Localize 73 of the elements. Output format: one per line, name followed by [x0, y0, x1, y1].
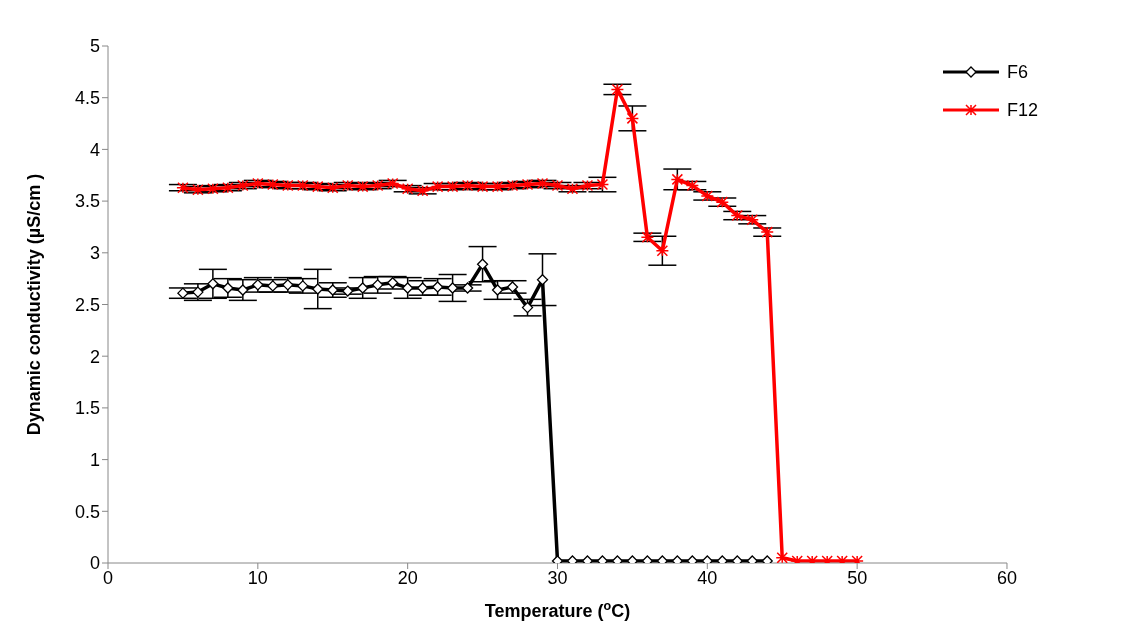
point	[775, 552, 789, 563]
point	[177, 287, 189, 299]
point	[385, 177, 400, 190]
point	[206, 182, 220, 195]
x-tick-label: 0	[102, 567, 114, 588]
point	[176, 181, 190, 194]
point	[236, 179, 250, 192]
point	[357, 282, 369, 294]
point	[237, 284, 249, 296]
point	[625, 112, 640, 125]
point	[372, 279, 384, 291]
point	[325, 181, 340, 194]
point	[491, 284, 504, 296]
point	[400, 182, 415, 195]
point	[221, 181, 235, 194]
point	[222, 282, 234, 294]
point	[460, 179, 475, 192]
point	[355, 180, 370, 193]
point	[415, 185, 430, 197]
y-axis-title: Dynamic conductivity (µS/cm )	[24, 173, 44, 436]
y-tick-label: 2	[89, 346, 100, 367]
point	[370, 179, 385, 192]
point	[251, 177, 265, 190]
point	[550, 179, 565, 192]
point	[192, 286, 204, 298]
point	[311, 180, 325, 193]
point	[342, 285, 354, 297]
point	[505, 179, 520, 192]
point	[580, 179, 595, 192]
point	[446, 282, 459, 294]
legend-label: F6	[1006, 61, 1028, 83]
x-tick-label: 10	[247, 567, 268, 588]
y-tick-label: 3.5	[74, 191, 100, 212]
point	[520, 178, 535, 191]
point	[475, 180, 490, 193]
x-tick-label: 50	[847, 567, 868, 588]
x-tick-label: 30	[547, 567, 568, 588]
point	[745, 213, 760, 226]
point	[191, 183, 205, 196]
point	[730, 209, 745, 222]
point	[535, 177, 550, 190]
y-tick-label: 1	[89, 449, 100, 470]
legend-label: F12	[1006, 99, 1038, 121]
point	[565, 182, 580, 195]
point	[207, 278, 219, 290]
point	[296, 179, 310, 192]
y-tick-label: 0	[89, 553, 100, 574]
y-tick-label: 1.5	[74, 398, 100, 419]
point	[655, 244, 670, 257]
point	[760, 226, 774, 238]
y-tick-label: 3	[89, 243, 100, 264]
x-tick-label: 20	[397, 567, 418, 588]
point	[266, 178, 280, 191]
y-tick-label: 5	[89, 36, 100, 57]
point	[521, 301, 534, 314]
point	[476, 258, 489, 270]
point	[402, 282, 414, 294]
point	[281, 179, 295, 192]
y-tick-label: 4	[89, 139, 100, 160]
point	[431, 281, 444, 293]
x-axis-title: Temperature ($^{o}$C)	[484, 599, 631, 621]
x-tick-label: 40	[697, 567, 718, 588]
point	[312, 283, 324, 295]
point	[340, 179, 355, 192]
x-tick-label: 60	[996, 567, 1017, 588]
point	[610, 83, 625, 96]
y-tick-label: 4.5	[74, 88, 100, 109]
y-tick-label: 2.5	[74, 294, 100, 315]
point	[490, 180, 505, 193]
point	[430, 180, 445, 193]
point	[445, 180, 460, 193]
y-tick-label: 0.5	[74, 501, 100, 522]
point	[670, 173, 685, 186]
